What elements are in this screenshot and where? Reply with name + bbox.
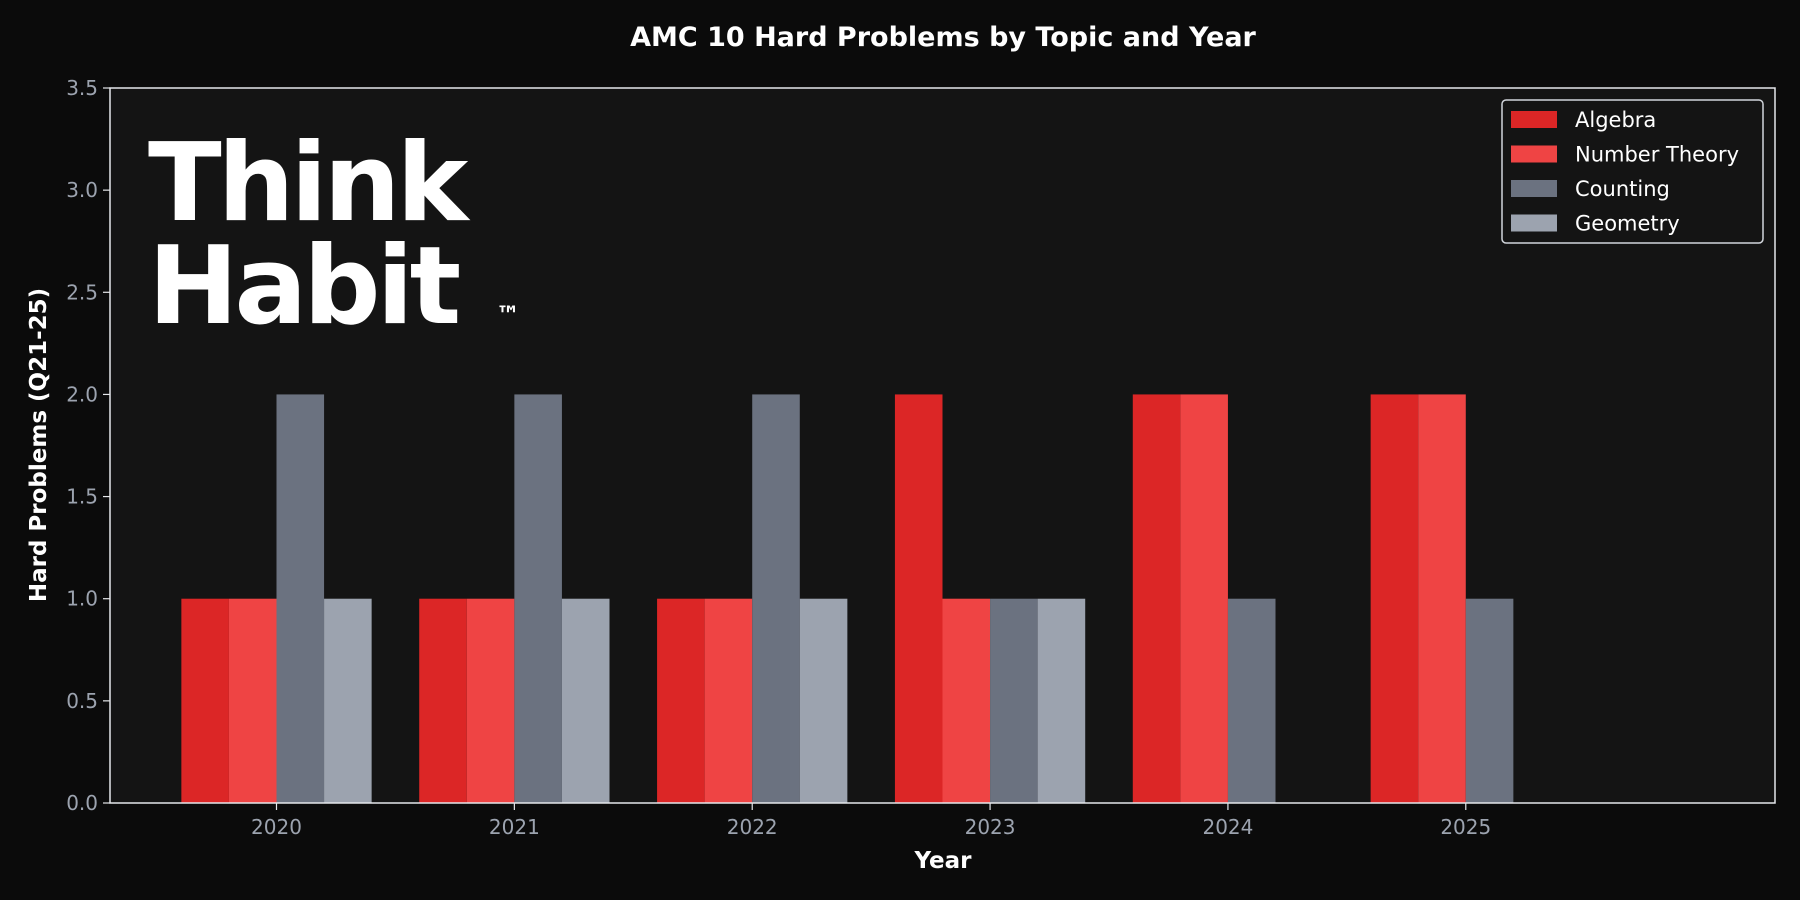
legend-box xyxy=(1501,99,1764,244)
bar-algebra-2021 xyxy=(419,598,467,803)
bar-algebra-2024 xyxy=(1132,394,1181,803)
bar-counting-2021 xyxy=(514,394,562,803)
bar-algebra-2023 xyxy=(894,394,943,803)
bar-geometry-2022 xyxy=(799,598,848,803)
y-tick-label: 3.5 xyxy=(66,76,98,100)
bar-algebra-2022 xyxy=(657,598,705,803)
legend-label-geometry: Geometry xyxy=(1575,212,1680,236)
plot-frame xyxy=(109,87,1776,804)
bar-geometry-2021 xyxy=(561,598,610,803)
bar-algebra-2025 xyxy=(1370,394,1419,803)
bar-algebra-2020 xyxy=(181,598,229,803)
legend-swatch-counting xyxy=(1511,180,1557,197)
x-tick-label-2025: 2025 xyxy=(1440,815,1491,839)
y-tick-label: 1.0 xyxy=(66,587,98,611)
bar-counting-2020 xyxy=(276,394,325,803)
bar-geometry-2023 xyxy=(1037,598,1086,803)
bar-counting-2025 xyxy=(1465,598,1514,803)
bar-geometry-2020 xyxy=(324,598,372,803)
legend-swatch-geometry xyxy=(1511,214,1557,232)
logo-line-habit: Habit xyxy=(148,224,460,349)
bars-layer xyxy=(181,394,1514,803)
y-tick-label: 3.0 xyxy=(66,178,98,202)
y-axis: 0.0 0.5 1.0 1.5 2.0 2.5 3.0 3.5 xyxy=(66,76,110,815)
legend-label-number-theory: Number Theory xyxy=(1575,143,1739,167)
x-tick-label-2022: 2022 xyxy=(727,815,778,839)
x-tick-label-2020: 2020 xyxy=(251,815,302,839)
y-tick-label: 0.5 xyxy=(66,689,98,713)
legend: Algebra Number Theory Counting Geometry xyxy=(1501,99,1764,244)
x-tick-label-2024: 2024 xyxy=(1202,815,1253,839)
bar-number-theory-2025 xyxy=(1418,394,1466,803)
bar-number-theory-2023 xyxy=(942,598,991,803)
bar-number-theory-2024 xyxy=(1180,394,1228,803)
y-tick-label: 2.5 xyxy=(66,280,98,304)
legend-label-counting: Counting xyxy=(1575,177,1670,201)
y-tick-label: 0.0 xyxy=(66,791,98,815)
bar-number-theory-2022 xyxy=(704,598,753,803)
x-axis: 2020 2021 2022 2023 2024 2025 xyxy=(251,803,1491,839)
legend-swatch-number-theory xyxy=(1511,145,1557,163)
bar-counting-2023 xyxy=(990,598,1038,803)
x-axis-title: Year xyxy=(913,848,972,874)
y-tick-label: 2.0 xyxy=(66,382,98,406)
x-tick-label-2021: 2021 xyxy=(489,815,540,839)
bar-number-theory-2020 xyxy=(228,598,277,803)
think-habit-logo: Think Habit ™ xyxy=(148,121,520,349)
x-tick-label-2023: 2023 xyxy=(965,815,1016,839)
legend-swatch-algebra xyxy=(1511,111,1557,128)
legend-label-algebra: Algebra xyxy=(1575,108,1656,132)
logo-trademark: ™ xyxy=(496,301,520,329)
chart-title: AMC 10 Hard Problems by Topic and Year xyxy=(630,22,1256,53)
bar-counting-2022 xyxy=(752,394,800,803)
y-axis-title: Hard Problems (Q21-25) xyxy=(26,288,52,602)
bar-number-theory-2021 xyxy=(466,598,515,803)
logo-line-think: Think xyxy=(148,121,470,246)
y-tick-label: 1.5 xyxy=(66,485,98,509)
bar-counting-2024 xyxy=(1227,598,1276,803)
